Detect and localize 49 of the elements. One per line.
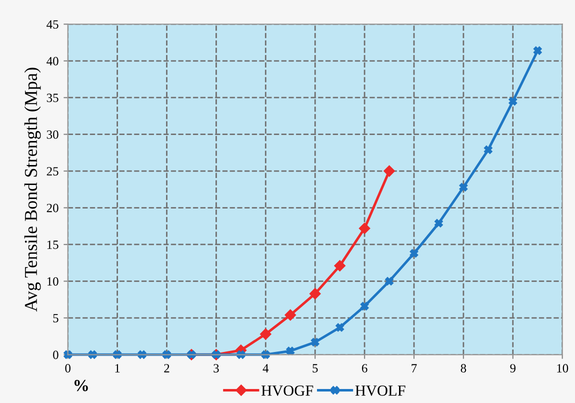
point — [261, 350, 270, 359]
y-tick-label: 20 — [46, 204, 58, 212]
x-tick-label: 7 — [412, 364, 417, 372]
y-tick-label: 45 — [46, 20, 58, 29]
point — [410, 249, 418, 258]
x-tick-label: 6 — [362, 364, 368, 372]
point — [384, 165, 395, 177]
x-tick-label: 1 — [115, 364, 120, 372]
point — [459, 183, 468, 192]
point — [533, 46, 542, 55]
point — [284, 309, 296, 321]
y-tick-label: 0 — [53, 350, 58, 360]
y-axis-title: Avg Tensile Bond Strength (Mpa) — [24, 68, 41, 312]
x-tick-label: 10 — [557, 364, 568, 372]
y-tick-label: 15 — [47, 240, 58, 249]
point — [88, 350, 97, 359]
point — [286, 346, 295, 356]
point — [309, 288, 321, 300]
point — [236, 350, 246, 359]
point — [260, 328, 272, 340]
point — [336, 323, 344, 332]
x-axis-title: % — [74, 380, 88, 392]
point — [358, 222, 370, 234]
point — [310, 338, 320, 346]
point — [64, 350, 72, 359]
y-tick-label: 10 — [47, 277, 58, 286]
y-tick-label: 25 — [46, 167, 58, 176]
point — [434, 219, 443, 228]
point — [162, 350, 171, 359]
point — [385, 277, 394, 286]
y-tick-label: 40 — [46, 56, 58, 66]
point — [113, 350, 122, 359]
y-tick-label: 5 — [53, 314, 58, 322]
x-tick-label: 2 — [164, 364, 170, 372]
point — [508, 97, 518, 106]
legend-label: HVOGF — [261, 385, 314, 396]
legend-label: HVOLF — [355, 385, 406, 396]
point — [484, 146, 492, 154]
x-tick-label: 8 — [460, 364, 466, 372]
x-tick-label: 0 — [65, 364, 70, 372]
x-tick-label: 4 — [262, 364, 269, 372]
y-tick-label: 35 — [46, 94, 58, 102]
x-tick-label: 9 — [510, 364, 516, 372]
x-tick-label: 5 — [312, 364, 318, 372]
y-tick-label: 30 — [46, 130, 58, 139]
point — [334, 260, 346, 272]
point — [138, 350, 146, 359]
point — [360, 302, 369, 310]
x-tick-label: 3 — [214, 364, 219, 372]
